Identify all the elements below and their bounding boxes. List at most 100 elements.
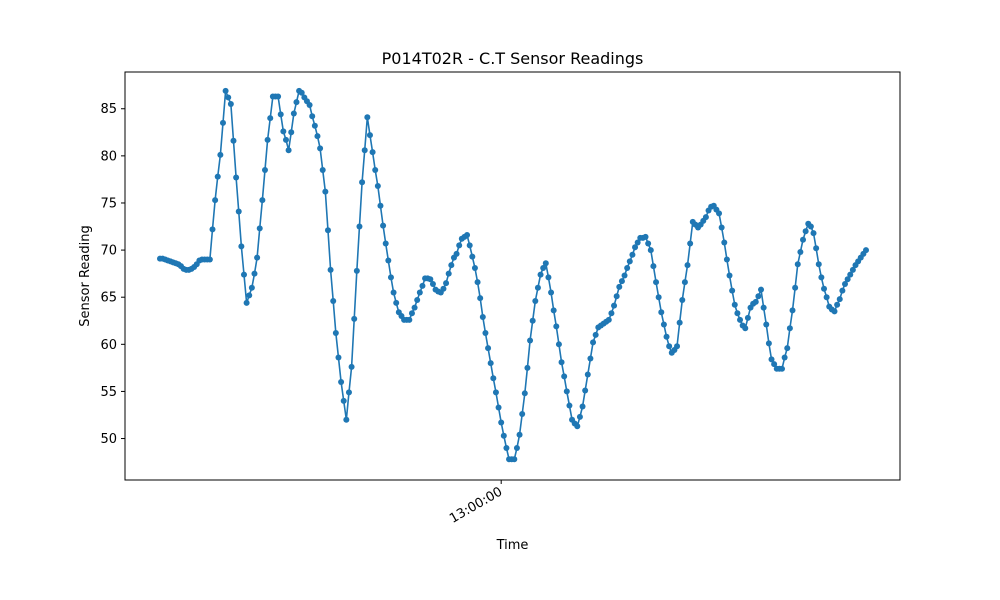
y-tick-label: 80 xyxy=(100,149,117,164)
data-point xyxy=(327,266,334,273)
data-point xyxy=(345,389,352,396)
axes-frame xyxy=(124,71,901,481)
data-point xyxy=(755,293,762,300)
data-point xyxy=(330,297,337,304)
data-point xyxy=(634,239,641,246)
data-point xyxy=(545,274,552,281)
data-point xyxy=(322,188,329,195)
data-point xyxy=(490,375,497,382)
data-point xyxy=(248,284,255,291)
data-point xyxy=(618,278,625,285)
data-point xyxy=(243,299,250,306)
data-point xyxy=(335,354,342,361)
data-point xyxy=(729,287,736,294)
data-point xyxy=(474,279,481,286)
data-point xyxy=(340,397,347,404)
data-point xyxy=(500,432,507,439)
data-point xyxy=(235,208,242,215)
y-tick-label: 55 xyxy=(100,385,117,400)
data-point xyxy=(592,331,599,338)
data-point xyxy=(498,419,505,426)
data-point xyxy=(225,94,232,101)
data-point xyxy=(810,230,817,237)
data-point xyxy=(469,253,476,260)
data-point xyxy=(632,244,639,251)
data-point xyxy=(359,179,366,186)
data-point xyxy=(356,223,363,230)
data-point xyxy=(815,261,822,268)
data-point xyxy=(380,222,387,229)
data-point xyxy=(411,304,418,311)
data-point xyxy=(687,240,694,247)
data-point xyxy=(731,301,738,308)
data-point xyxy=(653,279,660,286)
data-point xyxy=(660,321,667,328)
data-point xyxy=(477,295,484,302)
y-tick-label: 85 xyxy=(100,102,117,117)
data-point xyxy=(584,371,591,378)
data-point xyxy=(823,294,830,301)
data-point xyxy=(254,254,261,261)
data-point xyxy=(590,339,597,346)
data-point xyxy=(479,313,486,320)
data-point xyxy=(655,294,662,301)
data-point xyxy=(621,272,628,279)
data-point xyxy=(314,133,321,140)
data-point xyxy=(681,279,688,286)
data-point xyxy=(393,299,400,306)
data-point xyxy=(847,271,854,278)
data-point xyxy=(752,298,759,305)
data-point xyxy=(537,271,544,278)
data-point xyxy=(256,225,263,232)
data-point xyxy=(797,248,804,255)
data-point xyxy=(839,287,846,294)
data-point xyxy=(264,136,271,143)
data-point xyxy=(416,289,423,296)
data-point xyxy=(576,413,583,420)
data-point xyxy=(246,292,253,299)
data-point xyxy=(448,262,455,269)
data-point xyxy=(666,343,673,350)
data-point xyxy=(222,87,229,94)
data-point xyxy=(309,113,316,120)
data-point xyxy=(587,355,594,362)
data-point xyxy=(807,223,814,230)
data-point xyxy=(443,280,450,287)
data-point xyxy=(390,289,397,296)
data-point xyxy=(758,286,765,293)
data-point xyxy=(267,115,274,122)
data-point xyxy=(209,226,216,233)
data-point xyxy=(674,343,681,350)
data-point xyxy=(206,256,213,263)
data-point xyxy=(663,333,670,340)
data-point xyxy=(282,136,289,143)
data-point xyxy=(794,261,801,268)
data-point xyxy=(366,132,373,139)
data-point xyxy=(440,285,447,292)
data-point xyxy=(836,296,843,303)
data-point xyxy=(553,323,560,330)
data-point xyxy=(624,264,631,271)
data-point xyxy=(863,247,869,254)
data-point xyxy=(818,274,825,281)
data-point xyxy=(834,301,841,308)
data-point xyxy=(275,93,282,100)
data-point xyxy=(290,110,297,117)
data-point xyxy=(513,444,520,451)
data-point xyxy=(311,122,318,129)
data-point xyxy=(230,137,237,144)
data-point xyxy=(784,345,791,352)
data-point xyxy=(238,243,245,250)
data-point xyxy=(427,276,434,283)
data-point xyxy=(716,210,723,217)
data-point xyxy=(319,167,326,173)
data-point xyxy=(558,359,565,366)
data-point xyxy=(802,228,809,235)
y-axis-label: Sensor Reading xyxy=(78,225,93,326)
data-point xyxy=(293,99,300,106)
data-point xyxy=(650,263,657,270)
data-point xyxy=(464,232,471,239)
data-point xyxy=(527,337,534,344)
data-point xyxy=(849,266,856,273)
data-point xyxy=(813,245,820,252)
